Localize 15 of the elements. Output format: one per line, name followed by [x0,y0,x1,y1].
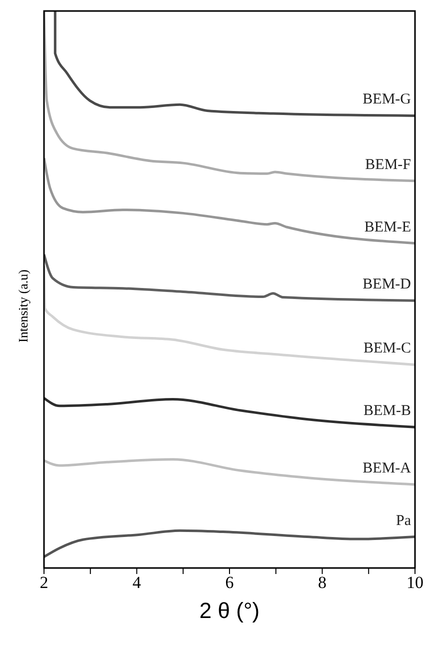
y-axis-title: Intensity (a.u) [15,269,32,342]
series-label: BEM-B [363,403,411,420]
series-label: BEM-F [365,156,411,173]
series-label: BEM-C [363,340,411,357]
x-tick-label: 2 [40,573,48,592]
x-tick-label: 10 [406,573,424,592]
x-tick-label: 8 [318,573,326,592]
x-axis-title: 2 θ (°) [198,598,261,624]
series-label: BEM-G [362,92,412,108]
x-tick-label: 4 [132,573,142,592]
series-label: BEM-E [364,219,411,236]
series-label: Pa [396,512,412,529]
series-label: BEM-A [362,460,412,476]
series-label: BEM-D [362,276,412,293]
x-tick-label: 6 [225,573,234,592]
